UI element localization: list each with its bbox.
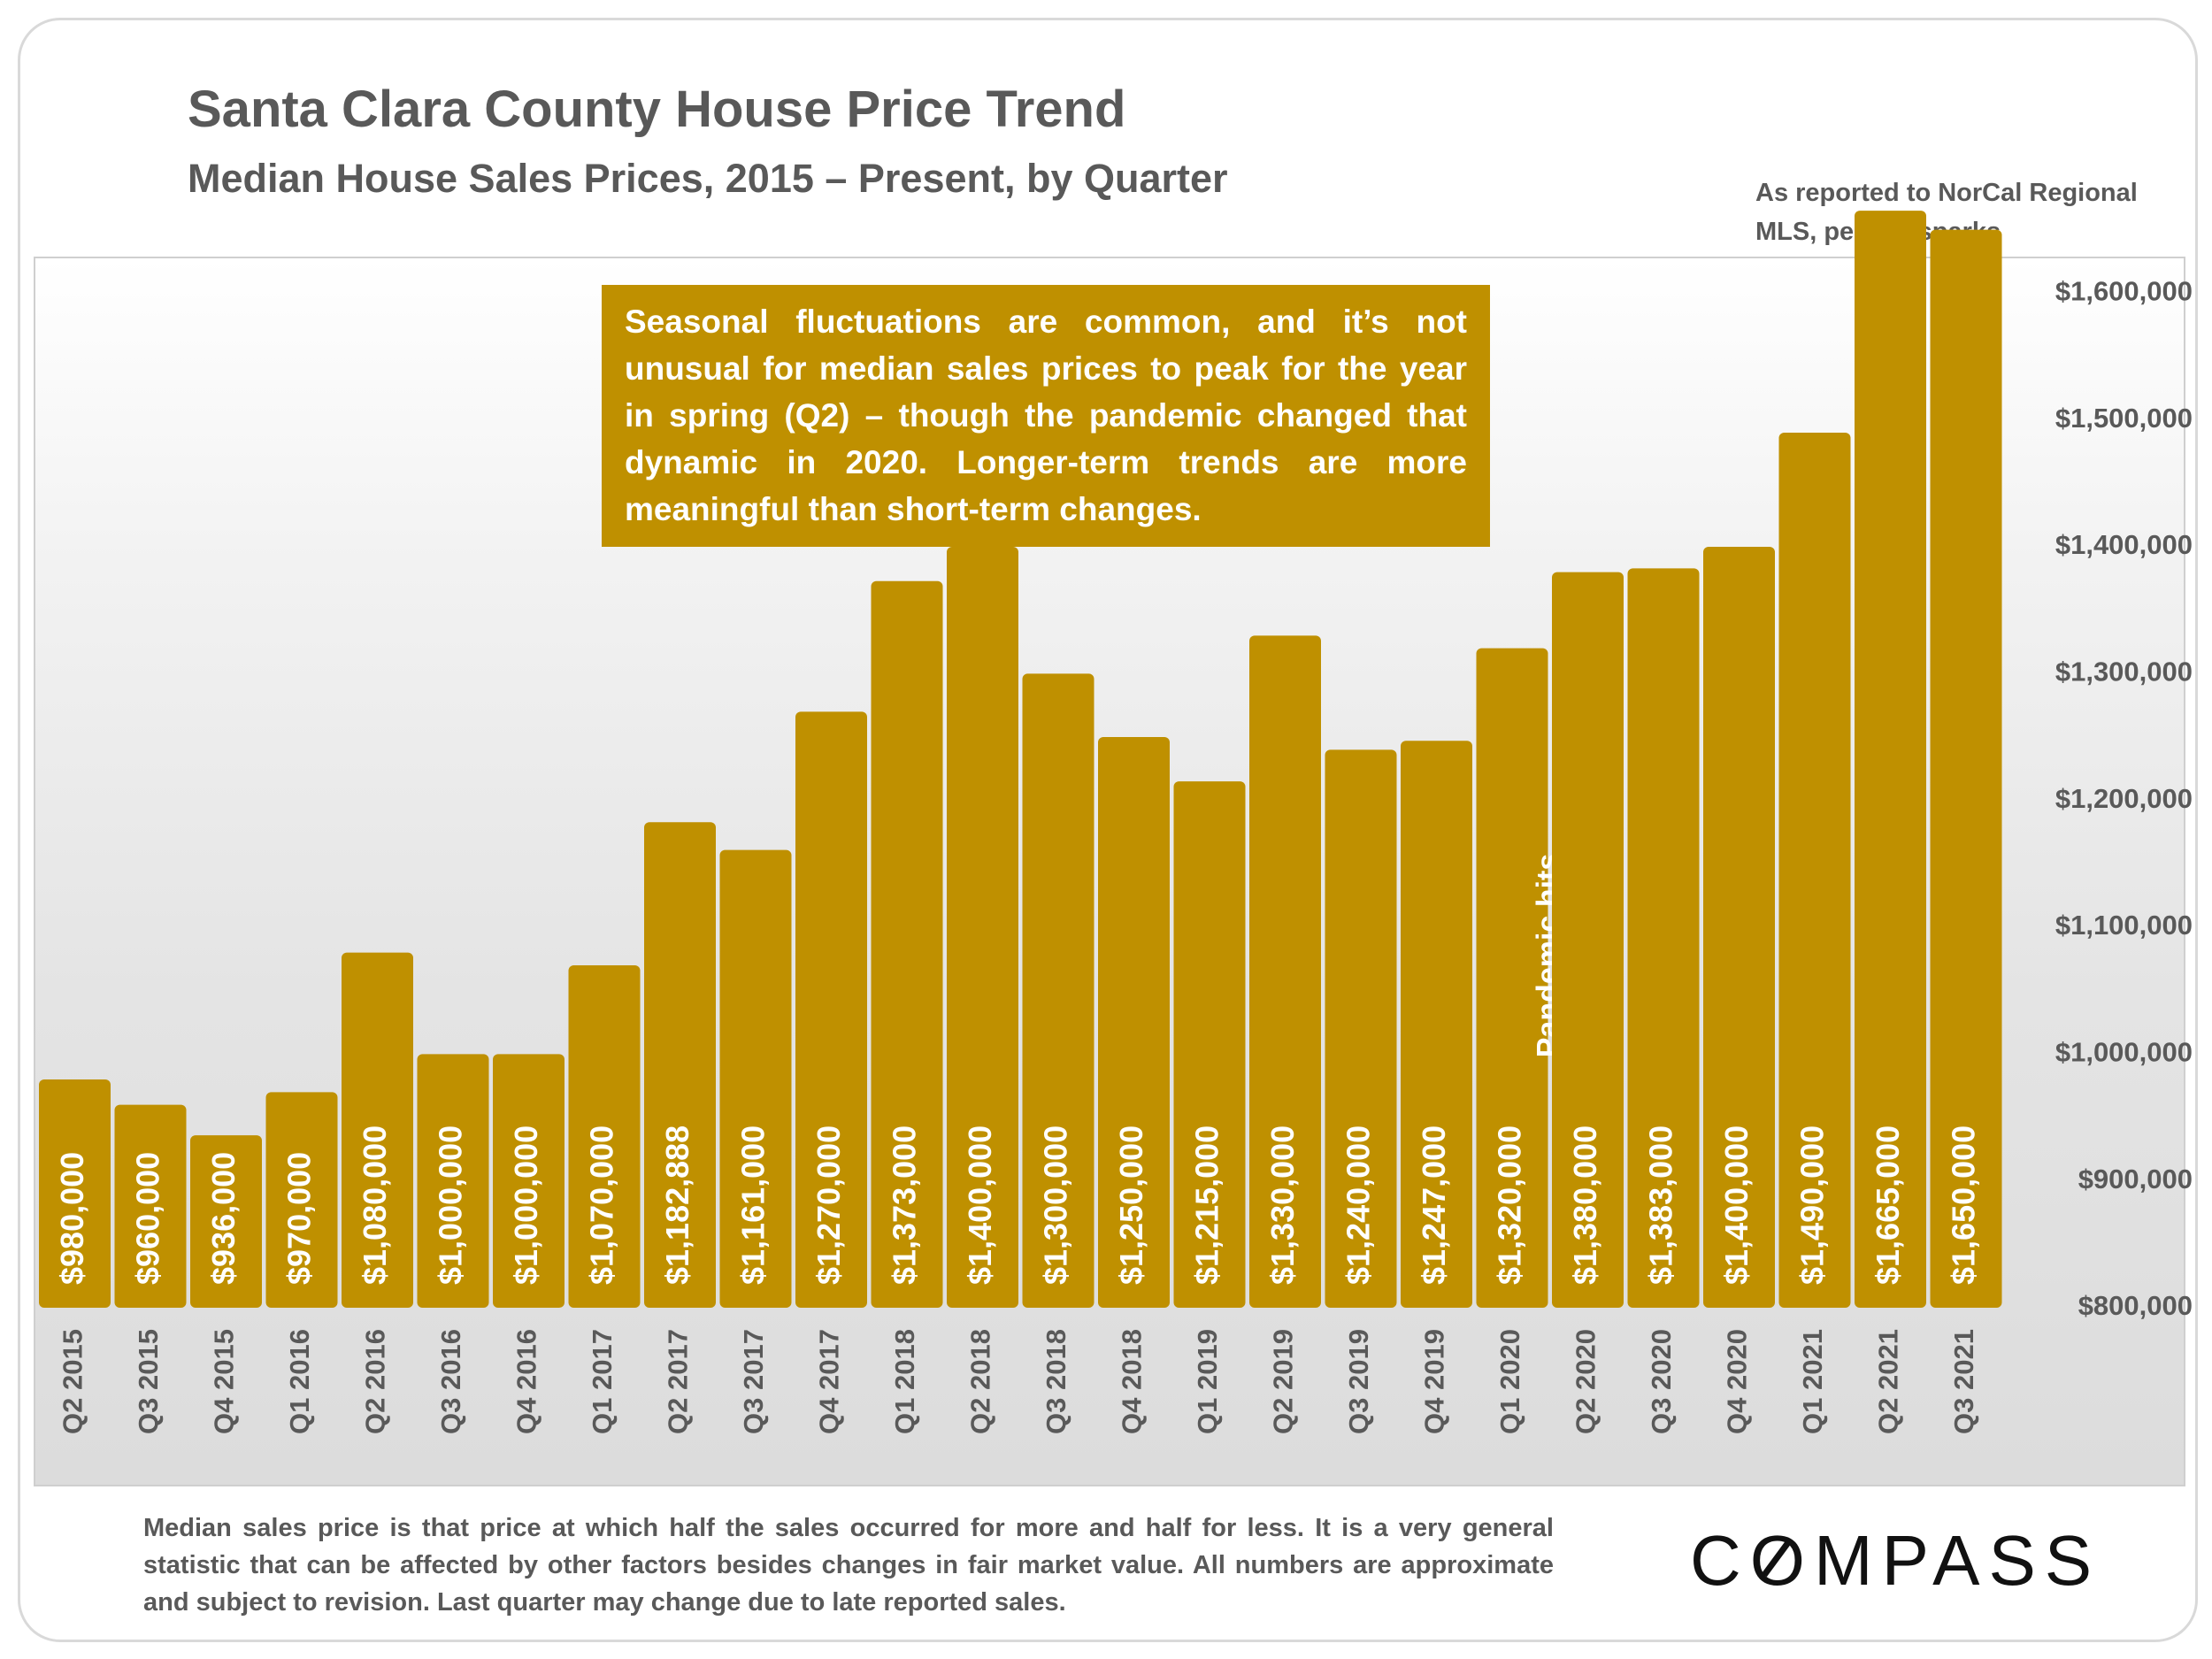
bar [644, 822, 716, 1308]
data-label: $1,650,000 [1946, 1125, 1982, 1285]
data-label: $960,000 [130, 1152, 166, 1285]
bar [1703, 547, 1775, 1308]
data-label: $1,320,000 [1492, 1125, 1528, 1285]
y-tick-label: $1,300,000 [2055, 657, 2193, 687]
data-label: $1,240,000 [1340, 1125, 1377, 1285]
data-label: $1,400,000 [962, 1125, 998, 1285]
data-label: $1,250,000 [1113, 1125, 1149, 1285]
logo-o-icon: O [1749, 1521, 1815, 1600]
bar [1552, 572, 1624, 1308]
bar [1476, 648, 1548, 1308]
data-label: $1,182,888 [659, 1125, 695, 1285]
x-tick-label: Q1 2019 [1192, 1329, 1223, 1434]
data-label: $1,000,000 [433, 1125, 469, 1285]
data-label: $1,490,000 [1794, 1125, 1831, 1285]
bar [947, 547, 1018, 1308]
x-tick-label: Q4 2017 [814, 1329, 845, 1434]
bar [417, 1054, 489, 1308]
x-tick-label: Q1 2021 [1797, 1329, 1828, 1434]
bar [1173, 781, 1246, 1308]
logo-c: C [1690, 1521, 1750, 1600]
bar [719, 849, 792, 1308]
x-tick-label: Q4 2015 [209, 1329, 240, 1434]
y-tick-label: $1,200,000 [2055, 783, 2193, 814]
bar [1249, 635, 1321, 1308]
x-tick-label: Q4 2018 [1117, 1329, 1148, 1434]
bar [1627, 568, 1700, 1308]
y-tick-label: $1,600,000 [2055, 276, 2193, 307]
bar [265, 1092, 338, 1308]
data-label: $1,665,000 [1870, 1125, 1906, 1285]
y-tick-label: $800,000 [2078, 1290, 2193, 1321]
x-tick-label: Q3 2016 [435, 1329, 466, 1434]
logo-rest: MPASS [1814, 1521, 2101, 1600]
x-tick-label: Q1 2016 [284, 1329, 315, 1434]
bar [568, 965, 641, 1308]
bar [1930, 229, 2002, 1309]
x-tick-label: Q2 2020 [1571, 1329, 1601, 1434]
x-tick-label: Q4 2020 [1722, 1329, 1753, 1434]
data-label: $1,383,000 [1643, 1125, 1679, 1285]
data-label: $1,247,000 [1416, 1125, 1452, 1285]
bar [1325, 749, 1397, 1308]
x-tick-label: Q3 2021 [1948, 1329, 1979, 1434]
data-label: $1,373,000 [887, 1125, 923, 1285]
x-tick-label: Q2 2021 [1873, 1329, 1904, 1434]
x-tick-label: Q3 2019 [1343, 1329, 1374, 1434]
x-tick-label: Q3 2020 [1646, 1329, 1677, 1434]
x-tick-label: Q2 2019 [1268, 1329, 1299, 1434]
x-tick-label: Q4 2016 [511, 1329, 542, 1434]
bar [1855, 211, 1926, 1309]
compass-logo: CO MPASS [1690, 1520, 2101, 1601]
data-label: $1,161,000 [735, 1125, 772, 1285]
bar [114, 1104, 187, 1308]
bar [39, 1079, 111, 1308]
data-label: $1,000,000 [508, 1125, 544, 1285]
data-label: $1,070,000 [584, 1125, 620, 1285]
data-label: $980,000 [54, 1152, 90, 1285]
callout-box: Seasonal fluctuations are common, and it… [602, 285, 1490, 547]
x-tick-label: Q4 2019 [1419, 1329, 1450, 1434]
data-label: $1,215,000 [1189, 1125, 1225, 1285]
data-label: $970,000 [281, 1152, 318, 1285]
bar [1098, 737, 1170, 1308]
data-label: $936,000 [205, 1152, 242, 1285]
data-label: $1,270,000 [810, 1125, 847, 1285]
bar [1778, 433, 1851, 1308]
y-tick-label: $1,000,000 [2055, 1037, 2193, 1068]
x-tick-label: Q2 2017 [663, 1329, 694, 1434]
x-tick-label: Q2 2018 [965, 1329, 996, 1434]
y-tick-label: $1,100,000 [2055, 910, 2193, 941]
x-tick-label: Q3 2018 [1041, 1329, 1071, 1434]
y-tick-label: $1,400,000 [2055, 529, 2193, 560]
x-tick-label: Q3 2015 [133, 1329, 164, 1434]
bar [871, 580, 943, 1308]
x-tick-label: Q2 2016 [360, 1329, 391, 1434]
footnote: Median sales price is that price at whic… [143, 1514, 1554, 1617]
y-tick-label: $900,000 [2078, 1164, 2193, 1194]
bar [1401, 741, 1472, 1308]
y-tick-label: $1,500,000 [2055, 403, 2193, 434]
x-tick-label: Q1 2018 [889, 1329, 920, 1434]
bar [795, 711, 867, 1308]
logo-slash-icon [1761, 1539, 1792, 1578]
x-tick-label: Q1 2020 [1494, 1329, 1525, 1434]
data-label: $1,080,000 [357, 1125, 393, 1285]
x-tick-label: Q2 2015 [58, 1329, 88, 1434]
bar [342, 952, 413, 1308]
x-tick-label: Q3 2017 [738, 1329, 769, 1434]
chart-title: Santa Clara County House Price Trend [188, 81, 1126, 138]
data-label: $1,330,000 [1264, 1125, 1301, 1285]
chart-subtitle: Median House Sales Prices, 2015 – Presen… [188, 156, 1228, 201]
data-label: $1,400,000 [1718, 1125, 1755, 1285]
bar [493, 1054, 565, 1308]
bar [190, 1135, 262, 1308]
x-tick-label: Q1 2017 [587, 1329, 618, 1434]
data-label: $1,380,000 [1567, 1125, 1603, 1285]
bar [1022, 673, 1094, 1308]
data-label: $1,300,000 [1038, 1125, 1074, 1285]
